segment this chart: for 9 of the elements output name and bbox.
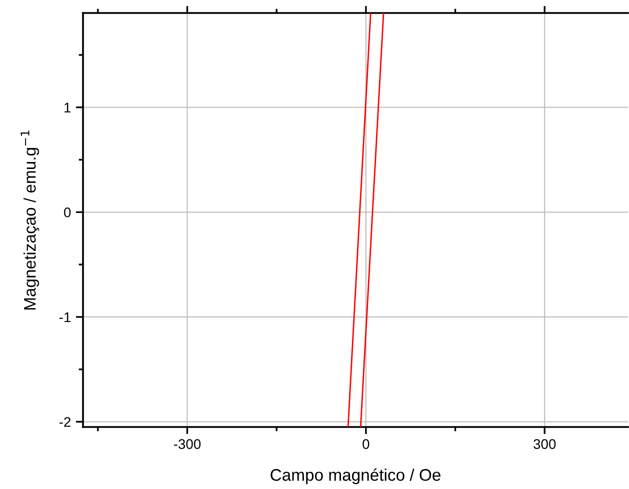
x-tick-label: 0 (362, 439, 370, 450)
y-tick-label: -1 (59, 312, 71, 322)
y-axis-title: Magnetizaçao / emu.g$^{−1}$ (20, 130, 40, 310)
x-tick-label: 300 (534, 439, 556, 450)
x-axis-title: Campo magnético / Oe (270, 468, 440, 484)
y-tick-label: -2 (59, 417, 70, 427)
y-tick-label: 0 (64, 207, 71, 218)
y-tick-label: 1 (64, 102, 71, 112)
x-tick-label: -300 (174, 439, 201, 450)
